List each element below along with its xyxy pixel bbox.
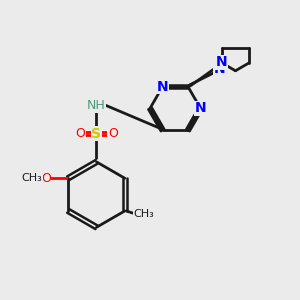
Text: O: O xyxy=(41,172,51,185)
Text: CH₃: CH₃ xyxy=(133,209,154,219)
Text: NH: NH xyxy=(87,99,106,112)
Text: CH₃: CH₃ xyxy=(21,173,42,183)
Text: S: S xyxy=(92,127,101,141)
Text: N: N xyxy=(213,62,225,76)
Text: N: N xyxy=(157,80,168,94)
Text: O: O xyxy=(108,127,118,140)
Text: N: N xyxy=(195,101,206,116)
Text: N: N xyxy=(216,56,227,69)
Text: O: O xyxy=(75,127,85,140)
